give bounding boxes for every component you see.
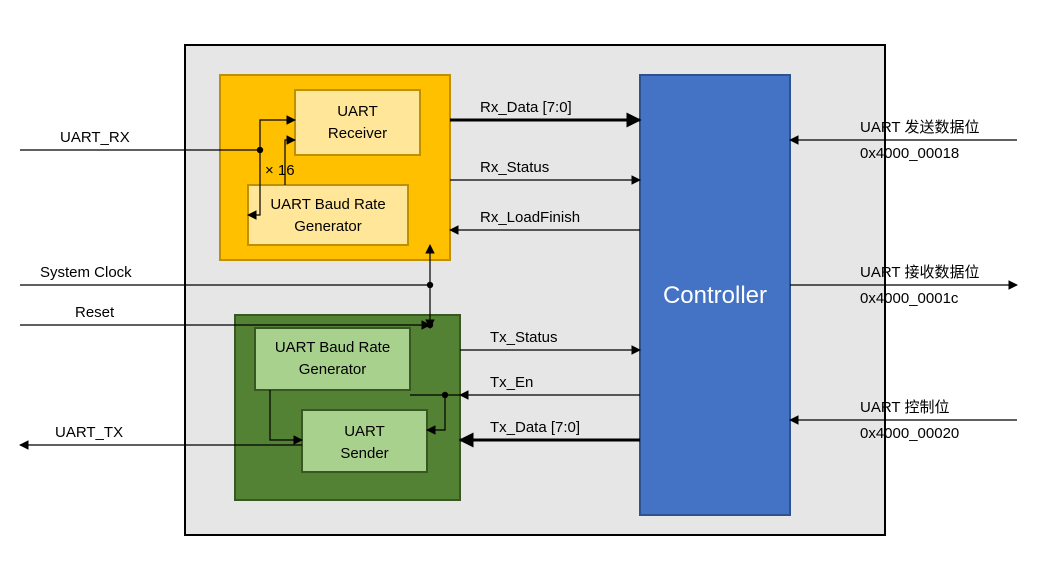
- junction-dot: [427, 322, 433, 328]
- label-tx_data: Tx_Data [7:0]: [490, 419, 580, 436]
- rx-baud-block: [248, 185, 408, 245]
- uart-receiver-label2: Receiver: [328, 125, 387, 142]
- uart-tx-label: UART_TX: [55, 424, 123, 441]
- tx-baud-label1: UART Baud Rate: [275, 339, 390, 356]
- label-rx_loadfinish: Rx_LoadFinish: [480, 209, 580, 226]
- label-tx_status: Tx_Status: [490, 329, 558, 346]
- label-rx_data: Rx_Data [7:0]: [480, 99, 572, 116]
- right-recv-label: UART 接收数据位: [860, 264, 979, 281]
- rx-baud-label1: UART Baud Rate: [270, 196, 385, 213]
- right-ctrl-addr: 0x4000_00020: [860, 425, 959, 442]
- uart-sender-label1: UART: [344, 423, 385, 440]
- controller-label: Controller: [663, 282, 767, 309]
- uart-receiver-block: [295, 90, 420, 155]
- uart-receiver-label1: UART: [337, 103, 378, 120]
- uart-sender-label2: Sender: [340, 445, 388, 462]
- sysclock-label: System Clock: [40, 264, 132, 281]
- tx-baud-block: [255, 328, 410, 390]
- right-send-label: UART 发送数据位: [860, 119, 979, 136]
- x16-label: × 16: [265, 162, 295, 179]
- uart-sender-block: [302, 410, 427, 472]
- right-send-addr: 0x4000_00018: [860, 145, 959, 162]
- right-ctrl-label: UART 控制位: [860, 399, 949, 416]
- rx-baud-label2: Generator: [294, 218, 362, 235]
- label-tx_en: Tx_En: [490, 374, 533, 391]
- label-rx_status: Rx_Status: [480, 159, 549, 176]
- uart-rx-label: UART_RX: [60, 129, 130, 146]
- right-recv-addr: 0x4000_0001c: [860, 290, 959, 307]
- tx-baud-label2: Generator: [299, 361, 367, 378]
- reset-label: Reset: [75, 304, 115, 321]
